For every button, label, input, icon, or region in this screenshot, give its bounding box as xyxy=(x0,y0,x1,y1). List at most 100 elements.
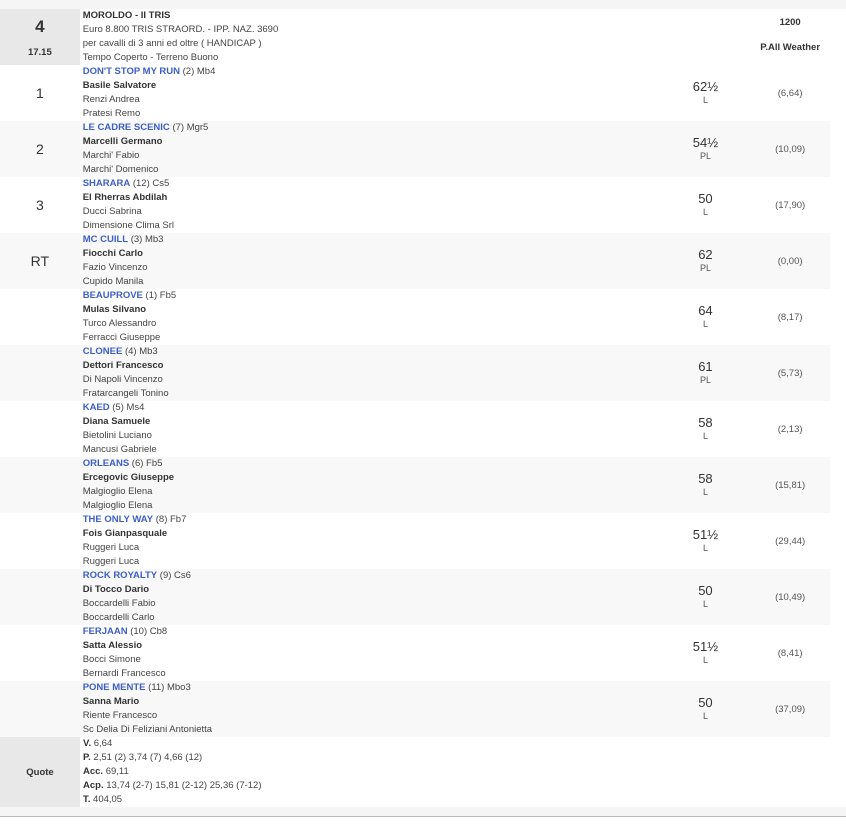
weight: 61 xyxy=(698,359,713,374)
weight: 58 xyxy=(698,415,713,430)
race-results-table: 4 17.15 MOROLDO - II TRIS Euro 8.800 TRI… xyxy=(0,9,830,807)
horse-name-link[interactable]: THE ONLY WAY xyxy=(82,514,154,525)
runner-row: 3 SHARARA (12) Cs5 El Rherras Abdilah Du… xyxy=(0,177,830,233)
finish-position xyxy=(0,569,80,625)
horse-info: (10) Cb8 xyxy=(130,626,168,637)
horse-name-link[interactable]: MC CUILL xyxy=(82,234,129,245)
quote-key: Acc. xyxy=(83,766,104,777)
owner-name: Boccardelli Carlo xyxy=(82,612,155,623)
quote-key: P. xyxy=(83,752,91,763)
finish-position xyxy=(0,625,80,681)
quote-key: T. xyxy=(83,794,91,805)
runner-row: CLONEE (4) Mb3 Dettori Francesco Di Napo… xyxy=(0,345,830,401)
weight: 62 xyxy=(698,247,713,262)
runner-row: 2 LE CADRE SCENIC (7) Mgr5 Marcelli Germ… xyxy=(0,121,830,177)
footer-divider xyxy=(0,816,846,830)
quote-value: 13,74 (2-7) 15,81 (2-12) 25,36 (7-12) xyxy=(106,780,262,791)
weight-tag: L xyxy=(702,319,708,329)
weight-cell: 50 L xyxy=(661,681,751,737)
quote-value: 2,51 (2) 3,74 (7) 4,66 (12) xyxy=(93,752,203,763)
runner-row: RT MC CUILL (3) Mb3 Fiocchi Carlo Fazio … xyxy=(0,233,830,289)
horse-name-link[interactable]: BEAUPROVE xyxy=(82,290,143,301)
finish-position xyxy=(0,457,80,513)
odds: (10,49) xyxy=(775,591,806,603)
horse-info: (11) Mbo3 xyxy=(148,682,191,693)
weight-tag: L xyxy=(702,711,708,721)
weight-cell: 64 L xyxy=(661,289,751,345)
jockey-name: Basile Salvatore xyxy=(82,80,157,91)
race-header: 4 17.15 MOROLDO - II TRIS Euro 8.800 TRI… xyxy=(0,9,830,65)
race-info: MOROLDO - II TRIS Euro 8.800 TRIS STRAOR… xyxy=(80,9,661,65)
weight: 54½ xyxy=(692,135,719,150)
runners-list: 1 DON'T STOP MY RUN (2) Mb4 Basile Salva… xyxy=(0,65,830,737)
horse-name-link[interactable]: ORLEANS xyxy=(82,458,130,469)
runner-row: PONE MENTE (11) Mbo3 Sanna Mario Riente … xyxy=(0,681,830,737)
horse-name-link[interactable]: LE CADRE SCENIC xyxy=(82,122,170,133)
runner-details: KAED (5) Ms4 Diana Samuele Bietolini Luc… xyxy=(80,401,661,457)
finish-position xyxy=(0,401,80,457)
owner-name: Marchi' Domenico xyxy=(82,164,159,175)
runner-details: BEAUPROVE (1) Fb5 Mulas Silvano Turco Al… xyxy=(80,289,661,345)
owner-name: Ruggeri Luca xyxy=(82,556,140,567)
odds: (37,09) xyxy=(775,703,806,715)
horse-info: (4) Mb3 xyxy=(124,346,158,357)
odds: (2,13) xyxy=(777,423,803,435)
horse-name-link[interactable]: ROCK ROYALTY xyxy=(82,570,158,581)
trainer-name: Malgioglio Elena xyxy=(82,486,153,497)
trainer-name: Fazio Vincenzo xyxy=(82,262,148,273)
weight-tag: L xyxy=(702,207,708,217)
horse-info: (6) Fb5 xyxy=(131,458,163,469)
weight-cell: 51½ L xyxy=(661,625,751,681)
weight-tag: L xyxy=(702,599,708,609)
quote-label: Quote xyxy=(0,737,80,807)
owner-name: Cupido Manila xyxy=(82,276,144,287)
jockey-name: Mulas Silvano xyxy=(82,304,147,315)
weight-tag: PL xyxy=(699,263,711,273)
jockey-name: Ercegovic Giuseppe xyxy=(82,472,175,483)
jockey-name: El Rherras Abdilah xyxy=(82,192,168,203)
finish-position xyxy=(0,681,80,737)
weight-cell: 50 L xyxy=(661,177,751,233)
horse-name-link[interactable]: CLONEE xyxy=(82,346,123,357)
runner-details: ORLEANS (6) Fb5 Ercegovic Giuseppe Malgi… xyxy=(80,457,661,513)
owner-name: Dimensione Clima Srl xyxy=(82,220,175,231)
weight: 50 xyxy=(698,695,713,710)
owner-name: Malgioglio Elena xyxy=(82,500,153,511)
odds: (29,44) xyxy=(775,535,806,547)
weight-cell: 58 L xyxy=(661,457,751,513)
odds: (6,64) xyxy=(777,87,803,99)
horse-info: (3) Mb3 xyxy=(130,234,164,245)
runner-row: FERJAAN (10) Cb8 Satta Alessio Bocci Sim… xyxy=(0,625,830,681)
weight-tag: PL xyxy=(699,375,711,385)
horse-info: (5) Ms4 xyxy=(112,402,145,413)
runner-details: SHARARA (12) Cs5 El Rherras Abdilah Ducc… xyxy=(80,177,661,233)
quote-line: T. 404,05 xyxy=(83,793,663,807)
runner-details: MC CUILL (3) Mb3 Fiocchi Carlo Fazio Vin… xyxy=(80,233,661,289)
horse-name-link[interactable]: DON'T STOP MY RUN xyxy=(82,66,180,77)
weight-cell: 62 PL xyxy=(661,233,751,289)
weight-cell: 58 L xyxy=(661,401,751,457)
weight-tag: L xyxy=(702,543,708,553)
horse-name-link[interactable]: KAED xyxy=(82,402,110,413)
odds: (0,00) xyxy=(777,255,803,267)
runner-details: PONE MENTE (11) Mbo3 Sanna Mario Riente … xyxy=(80,681,661,737)
trainer-name: Boccardelli Fabio xyxy=(82,598,156,609)
trainer-name: Renzi Andrea xyxy=(82,94,140,105)
runner-row: BEAUPROVE (1) Fb5 Mulas Silvano Turco Al… xyxy=(0,289,830,345)
horse-name-link[interactable]: SHARARA xyxy=(82,178,131,189)
finish-position xyxy=(0,289,80,345)
quote-value: 69,11 xyxy=(105,766,129,777)
jockey-name: Satta Alessio xyxy=(82,640,143,651)
race-track-info: 1200 P.All Weather xyxy=(750,9,830,65)
jockey-name: Sanna Mario xyxy=(82,696,140,707)
jockey-name: Di Tocco Dario xyxy=(82,584,150,595)
top-band xyxy=(0,0,846,9)
weight-tag: L xyxy=(702,95,708,105)
jockey-name: Fois Gianpasquale xyxy=(82,528,168,539)
horse-info: (1) Fb5 xyxy=(145,290,177,301)
runner-details: DON'T STOP MY RUN (2) Mb4 Basile Salvato… xyxy=(80,65,661,121)
weight-tag: L xyxy=(702,431,708,441)
horse-name-link[interactable]: FERJAAN xyxy=(82,626,128,637)
horse-name-link[interactable]: PONE MENTE xyxy=(82,682,146,693)
weight: 58 xyxy=(698,471,713,486)
